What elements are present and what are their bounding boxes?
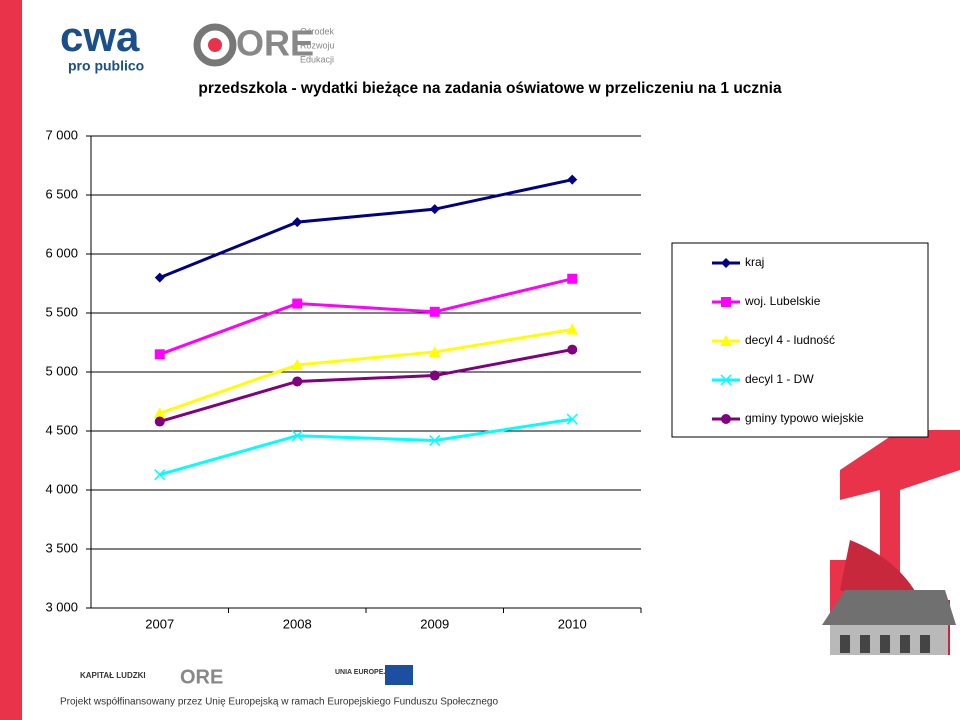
logo: cwa — [60, 13, 140, 60]
series-line — [159, 328, 573, 415]
legend-label: gminy typowo wiejskie — [745, 411, 864, 425]
ore-logo: ORE — [236, 23, 314, 64]
series-line — [159, 178, 573, 279]
x-tick-label: 2010 — [558, 616, 587, 631]
y-tick-label: 3 000 — [45, 599, 78, 614]
side-stripe — [0, 0, 22, 720]
y-tick-label: 6 000 — [45, 245, 78, 260]
marker — [566, 323, 579, 335]
marker — [567, 174, 578, 185]
eu-flag — [385, 665, 413, 685]
marker — [720, 374, 732, 386]
series-line — [159, 417, 573, 477]
ore-text: Rozwoju — [300, 40, 335, 50]
footer-text: Projekt współfinansowany przez Unię Euro… — [60, 697, 498, 708]
marker — [292, 376, 303, 387]
marker — [292, 298, 303, 309]
marker — [721, 414, 731, 424]
marker — [567, 344, 578, 355]
marker — [291, 430, 303, 442]
marker — [428, 345, 441, 357]
marker — [429, 434, 441, 446]
x-tick-label: 2009 — [420, 616, 449, 631]
legend-label: kraj — [745, 255, 764, 269]
marker — [720, 335, 732, 346]
ore-text: Ośrodek — [300, 26, 335, 36]
marker — [567, 273, 578, 284]
y-tick-label: 3 500 — [45, 540, 78, 555]
series-line — [159, 277, 573, 356]
footer-logo: ORE — [180, 666, 223, 688]
ore-icon — [193, 23, 237, 67]
marker — [154, 469, 166, 481]
marker — [721, 297, 731, 307]
legend-label: decyl 4 - ludność — [745, 333, 835, 347]
marker — [566, 413, 578, 425]
chart-title: przedszkola - wydatki bieżące na zadania… — [198, 80, 782, 97]
legend-label: woj. Lubelskie — [744, 294, 821, 308]
y-tick-label: 4 500 — [45, 422, 78, 437]
footer-band — [22, 655, 960, 720]
logo-sub: pro publico — [68, 58, 144, 74]
marker — [721, 258, 731, 268]
y-tick-label: 5 000 — [45, 363, 78, 378]
marker — [154, 272, 165, 283]
marker — [291, 358, 304, 370]
legend-label: decyl 1 - DW — [745, 372, 814, 386]
series-line — [159, 348, 573, 423]
y-tick-label: 5 500 — [45, 304, 78, 319]
y-tick-label: 6 500 — [45, 186, 78, 201]
marker — [153, 407, 166, 419]
x-tick-label: 2007 — [145, 616, 174, 631]
marker — [429, 306, 440, 317]
y-tick-label: 4 000 — [45, 481, 78, 496]
ore-text: Edukacji — [300, 54, 334, 64]
ore-icon — [208, 38, 222, 52]
marker — [292, 217, 303, 228]
marker — [154, 416, 165, 427]
marker — [429, 204, 440, 215]
marker — [154, 349, 165, 360]
x-tick-label: 2008 — [283, 616, 312, 631]
marker — [429, 370, 440, 381]
footer-logo: UNIA EUROPEJSKA — [335, 669, 402, 676]
footer-logo: KAPITAŁ LUDZKI — [80, 671, 146, 680]
y-tick-label: 7 000 — [45, 127, 78, 142]
